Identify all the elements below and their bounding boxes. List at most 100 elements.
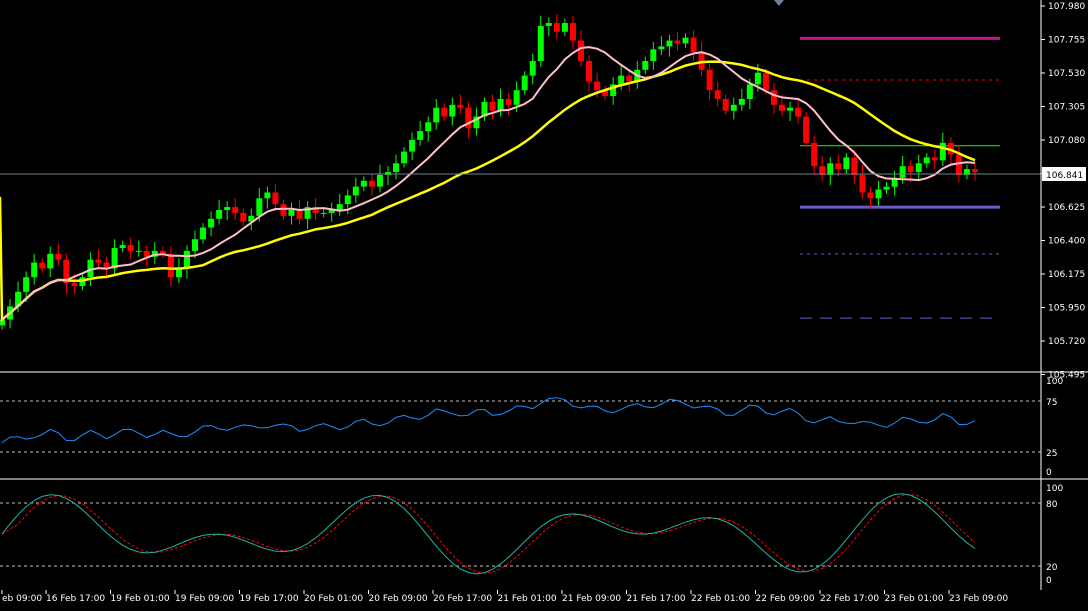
time-axis: eb 09:00 16 Feb 17:00 19 Feb 01:00 19 Feb 0…: [1, 590, 1008, 604]
time-axis-label: 19 Feb 01:00: [111, 594, 170, 604]
price-axis-label: 106.625: [1048, 203, 1085, 213]
candle-body: [312, 207, 319, 213]
stochastic-window[interactable]: [0, 493, 1041, 575]
candle-body: [481, 101, 488, 117]
candle-body: [31, 262, 38, 278]
candle-body: [0, 319, 5, 326]
candle-body: [248, 215, 255, 222]
candle-body: [931, 157, 938, 161]
candle-body: [175, 268, 182, 278]
candle-body: [183, 250, 190, 269]
candle-body: [738, 98, 745, 105]
time-axis-label: 22 Feb 09:00: [756, 594, 815, 604]
horizontal-levels[interactable]: [800, 36, 1000, 319]
candle-body: [795, 107, 802, 117]
rsi-axis-label-100: 100: [1046, 377, 1063, 387]
candle-body: [577, 40, 584, 62]
candle-body: [224, 207, 231, 211]
candle-body: [208, 218, 215, 228]
candle-body: [730, 104, 737, 111]
candle-body: [972, 169, 978, 173]
candle-body: [103, 262, 110, 269]
candle-body: [344, 195, 351, 205]
candle-body: [159, 250, 166, 254]
candle-body: [95, 259, 102, 263]
candle-body: [923, 157, 930, 164]
price-axis-label: 107.530: [1048, 69, 1085, 79]
candle-body: [521, 75, 528, 91]
candle-body: [569, 23, 576, 41]
candle-body: [119, 245, 126, 248]
candle-body: [602, 90, 609, 97]
candle-body: [714, 90, 721, 99]
candle-body: [803, 116, 810, 143]
stoch-signal-line: [1, 493, 976, 574]
candle-body: [63, 259, 70, 284]
candle-body: [682, 37, 689, 44]
candle-body: [368, 180, 375, 187]
candle-body: [336, 204, 343, 211]
candle-body: [690, 37, 697, 53]
candle-body: [811, 142, 818, 167]
ma-slow-line: [0, 60, 976, 323]
candle-body: [87, 259, 94, 278]
time-axis-label: 19 Feb 09:00: [175, 594, 234, 604]
time-axis-label: 23 Feb 09:00: [949, 594, 1008, 604]
rsi-window[interactable]: [0, 397, 1041, 453]
candle-body: [384, 172, 391, 175]
scroll-marker-icon[interactable]: [774, 0, 784, 6]
price-axis-label: 107.980: [1048, 2, 1085, 12]
candle-body: [425, 122, 432, 132]
candle-body: [417, 131, 424, 140]
candle-body: [859, 174, 866, 193]
candle-body: [39, 262, 46, 269]
time-axis-label: 19 Feb 17:00: [240, 594, 299, 604]
stoch-axis-label-100: 100: [1046, 484, 1063, 494]
current-price-label: 106.841: [1046, 171, 1083, 181]
candle-body: [489, 101, 496, 111]
rsi-axis-label-25: 25: [1046, 449, 1057, 459]
candle-body: [320, 212, 327, 214]
main-price-window[interactable]: [0, 0, 1041, 330]
candle-body: [497, 98, 504, 111]
candle-body: [15, 291, 22, 307]
candle-body: [328, 210, 335, 213]
candle-body: [473, 116, 480, 129]
price-axis-label: 105.720: [1048, 337, 1085, 347]
candle-body: [127, 245, 134, 251]
candle-body: [449, 104, 456, 117]
candle-body: [891, 177, 898, 187]
candle-body: [779, 104, 786, 111]
candle-body: [875, 189, 882, 199]
time-axis-label: 20 Feb 01:00: [304, 594, 363, 604]
price-axis-label: 106.175: [1048, 270, 1085, 280]
time-axis-label: 20 Feb 17:00: [433, 594, 492, 604]
candle-body: [505, 98, 512, 105]
candle-body: [272, 192, 279, 205]
candle-body: [465, 107, 472, 129]
candle-body: [216, 210, 223, 219]
candle-body: [851, 157, 858, 175]
candle-body: [787, 107, 794, 111]
candle-body: [143, 250, 150, 257]
candle-body: [819, 166, 826, 175]
candle-body: [867, 192, 874, 199]
candle-body: [200, 227, 207, 240]
candle-body: [754, 72, 761, 85]
time-axis-label: 22 Feb 01:00: [691, 594, 750, 604]
stoch-axis: 100 80 20 0: [1046, 484, 1063, 586]
candle-body: [376, 174, 383, 187]
candle-body: [360, 180, 367, 187]
candle-body: [264, 192, 271, 199]
candle-body: [650, 49, 657, 62]
stoch-axis-label-80: 80: [1046, 500, 1058, 510]
rsi-line: [1, 397, 976, 444]
candle-body: [393, 163, 400, 173]
candle-body: [23, 277, 30, 292]
candle-body: [722, 98, 729, 111]
candle-body: [401, 151, 408, 164]
price-axis: 107.980 107.755 107.530 107.305 107.080 106.8…: [1041, 2, 1085, 381]
time-axis-label: 23 Feb 01:00: [885, 594, 944, 604]
candle-body: [835, 163, 842, 170]
